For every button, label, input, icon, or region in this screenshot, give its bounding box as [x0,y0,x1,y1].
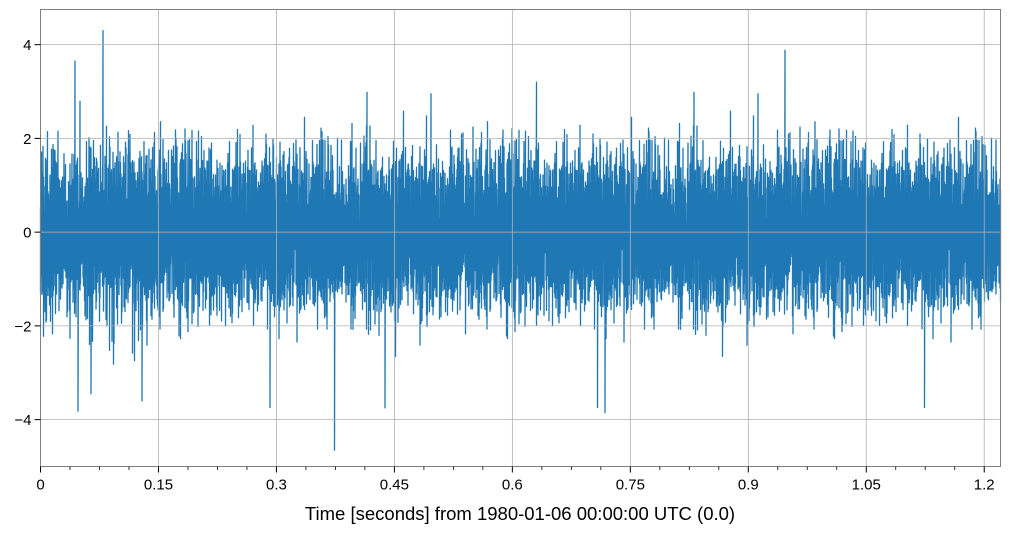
grid-lines [40,9,1001,467]
y-tick-label: 0 [23,225,31,242]
y-tick-label: 4 [23,37,31,54]
x-tick-label: 0.75 [616,477,645,494]
x-axis-label: Time [seconds] from 1980-01-06 00:00:00 … [305,503,735,524]
signal-line [39,29,1002,451]
y-tick-label: 2 [23,131,31,148]
x-axis: 0 0.15 0.3 0.45 0.6 0.75 0.9 1.05 1.2 [36,466,995,494]
x-tick-label: 1.2 [974,477,995,494]
x-tick-label: 0.6 [502,477,523,494]
y-tick-label: −2 [14,318,31,335]
x-tick-label: 0.15 [144,477,173,494]
axes-frame [40,9,1001,467]
y-tick-label: −4 [14,412,31,429]
x-tick-label: 0.9 [738,477,759,494]
x-tick-label: 1.05 [852,477,881,494]
y-axis: 4 2 0 −2 −4 [14,37,41,429]
plot-area [39,29,1002,451]
x-tick-label: 0 [36,477,44,494]
x-tick-label: 0.45 [380,477,409,494]
x-tick-label: 0.3 [266,477,287,494]
